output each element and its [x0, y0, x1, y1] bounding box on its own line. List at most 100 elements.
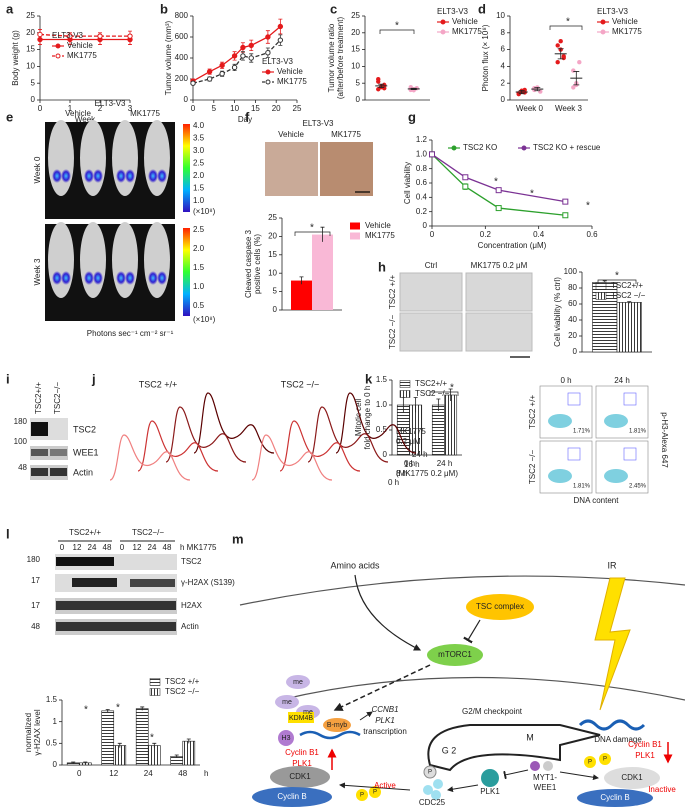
- label: TSC2 −/−: [281, 379, 320, 389]
- point: [97, 33, 103, 39]
- diagram-label: CDK1: [621, 773, 643, 782]
- legend-swatch: [350, 232, 360, 240]
- bar: [312, 234, 333, 310]
- panel-letter: l: [6, 526, 10, 541]
- x-tick-label: 0.6: [586, 230, 598, 239]
- y-tick-label: 25: [26, 11, 35, 20]
- point: [231, 64, 238, 71]
- diagram-label: B-myb: [327, 722, 347, 729]
- cell-cloud: [548, 414, 572, 428]
- error-bar: [320, 226, 325, 242]
- diagram-label: P: [603, 757, 607, 763]
- label: Vehicle: [65, 109, 91, 118]
- mouse: [80, 222, 106, 298]
- legend-swatch: [451, 145, 457, 151]
- bar: [616, 302, 642, 353]
- diagram-label: P: [373, 790, 377, 796]
- y-tick-label: 60: [568, 299, 577, 308]
- label: 4.0: [193, 121, 205, 130]
- y-axis-label: Tumor volume (mm³): [164, 20, 173, 95]
- legend-swatch: [399, 390, 411, 398]
- label: 180: [27, 555, 41, 564]
- label: 12: [73, 543, 82, 552]
- point: [382, 86, 387, 91]
- y-tick-label: 600: [175, 32, 189, 41]
- label: TSC2: [181, 557, 202, 566]
- label: 24 h: [614, 376, 630, 385]
- x-tick-label: 0: [77, 769, 82, 778]
- label: TSC2 −/−: [388, 315, 397, 350]
- y-tick-label: 1.5: [376, 375, 388, 384]
- signal: [52, 271, 62, 285]
- y-tick-label: 0.2: [416, 207, 428, 216]
- legend-swatch: [440, 19, 446, 25]
- x-tick-label: 5: [212, 104, 217, 113]
- legend-label: TSC2 −/−: [611, 291, 646, 300]
- y-tick-label: 0.5: [46, 738, 58, 747]
- x-tick-label: 0: [430, 230, 435, 239]
- bar: [113, 745, 127, 766]
- label: TSC2 +/+: [139, 379, 178, 389]
- mouse: [48, 120, 74, 196]
- x-axis-label: Day: [238, 115, 252, 124]
- label: p-H3-Alexa 647: [660, 412, 669, 468]
- legend-title: ELT3-V3: [262, 57, 294, 66]
- color-scale: [183, 228, 190, 316]
- panel-letter: g: [408, 109, 416, 124]
- point: [561, 55, 566, 61]
- point: [462, 174, 469, 181]
- legend-swatch: [595, 282, 607, 290]
- annotation: *: [494, 177, 498, 188]
- label: ELT3-V3: [95, 99, 127, 108]
- y-tick-label: 800: [175, 11, 189, 20]
- diagram-label: Cyclin B1: [285, 748, 319, 757]
- gate: [623, 392, 637, 406]
- y-axis-label: (after/before treatment): [336, 17, 345, 100]
- x-axis-label: Concentration (μM): [478, 241, 547, 250]
- bar: [444, 394, 458, 456]
- point: [231, 53, 238, 59]
- y-tick-label: 0: [501, 95, 506, 104]
- legend-swatch: [595, 292, 607, 300]
- point: [555, 60, 560, 65]
- diagram-label: CDK1: [289, 772, 311, 781]
- x-tick-label: 48: [178, 769, 187, 778]
- histogram: [109, 434, 191, 481]
- diagram-label: PLK1: [480, 787, 500, 796]
- diagram-label: PLK1: [375, 716, 395, 725]
- annotation: *: [150, 733, 154, 744]
- legend-label: MK1775: [277, 77, 307, 86]
- subtitle: (MK1775 0.2 μM): [396, 469, 458, 478]
- annotation: *: [395, 21, 399, 32]
- label: γ-H2AX (S139): [181, 578, 235, 587]
- label: 17: [31, 601, 40, 610]
- y-tick-label: 4: [501, 62, 506, 71]
- point: [67, 33, 73, 39]
- legend-swatch: [600, 29, 606, 35]
- y-tick-label: 200: [175, 74, 189, 83]
- panel-letter: m: [232, 531, 244, 546]
- point: [495, 187, 502, 194]
- y-tick-label: 8: [501, 28, 506, 37]
- point: [538, 89, 543, 94]
- label: 0: [120, 543, 125, 552]
- y-axis-label: normalized: [24, 713, 33, 752]
- point: [240, 53, 246, 59]
- diagram-label: Cyclin B: [277, 792, 306, 801]
- y-tick-label: 0: [573, 347, 578, 356]
- point: [577, 60, 582, 65]
- x-tick-label: 3: [128, 104, 133, 113]
- y-tick-label: 0: [423, 221, 428, 230]
- signal: [157, 169, 167, 183]
- point: [462, 183, 469, 190]
- y-tick-label: 10: [26, 62, 35, 71]
- error-bar: [410, 87, 417, 90]
- x-tick-label: 15: [251, 104, 260, 113]
- y-tick-label: 5: [356, 78, 361, 87]
- signal: [84, 271, 94, 285]
- mouse: [112, 120, 138, 196]
- y-tick-label: 10: [496, 11, 505, 20]
- label: ELT3-V3: [303, 119, 335, 128]
- error-bar: [71, 761, 76, 764]
